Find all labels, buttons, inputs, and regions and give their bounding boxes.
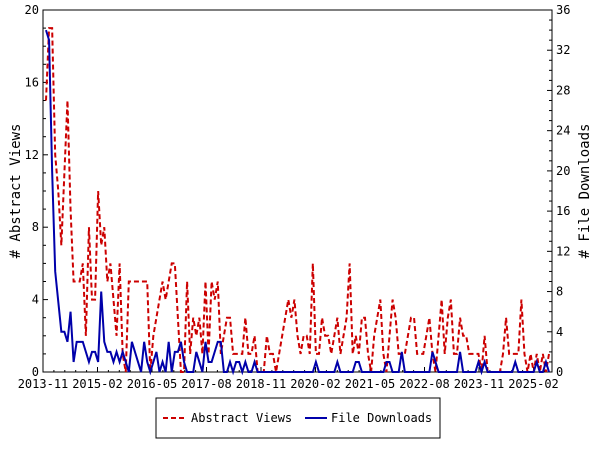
left-tick-label: 16 [25,75,39,89]
x-tick-label: 2015-02 [72,377,123,391]
x-tick-label: 2017-08 [181,377,232,391]
series-line-file-downloads [45,29,550,376]
legend: Abstract Views File Downloads [155,397,441,439]
x-tick-label: 2016-05 [127,377,178,391]
plot-area [42,9,553,373]
x-tick-label: 2020-02 [290,377,341,391]
left-tick-label: 12 [25,148,39,162]
right-tick-label: 32 [556,43,570,57]
y-axis-title-right: # File Downloads [577,124,593,259]
series-line-abstract-views [45,27,550,373]
left-tick-label: 4 [32,293,39,307]
series-layer [45,27,550,376]
right-axis: 0 4 8 12 16 20 24 28 32 36 [547,3,570,379]
x-tick-label: 2018-11 [236,377,287,391]
left-tick-label: 8 [32,220,39,234]
right-tick-label: 4 [556,325,563,339]
x-tick-label: 2013-11 [18,377,69,391]
right-tick-label: 12 [556,244,570,258]
right-tick-label: 8 [556,285,563,299]
x-tick-label: 2022-08 [399,377,450,391]
right-tick-label: 28 [556,83,570,97]
right-tick-label: 16 [556,204,570,218]
legend-box [155,397,441,439]
left-axis: 0 4 8 12 16 20 [25,3,48,379]
legend-label-abstract-views: Abstract Views [191,411,292,425]
left-tick-label: 0 [32,365,39,379]
left-tick-label: 20 [25,3,39,17]
y-axis-title-left: # Abstract Views [8,124,24,259]
right-tick-label: 36 [556,3,570,17]
x-tick-label: 2023-11 [454,377,505,391]
x-tick-label: 2025-02 [508,377,559,391]
right-tick-label: 0 [556,365,563,379]
right-tick-label: 20 [556,164,570,178]
x-tick-label: 2021-05 [345,377,396,391]
legend-label-file-downloads: File Downloads [331,411,432,425]
right-tick-label: 24 [556,124,570,138]
